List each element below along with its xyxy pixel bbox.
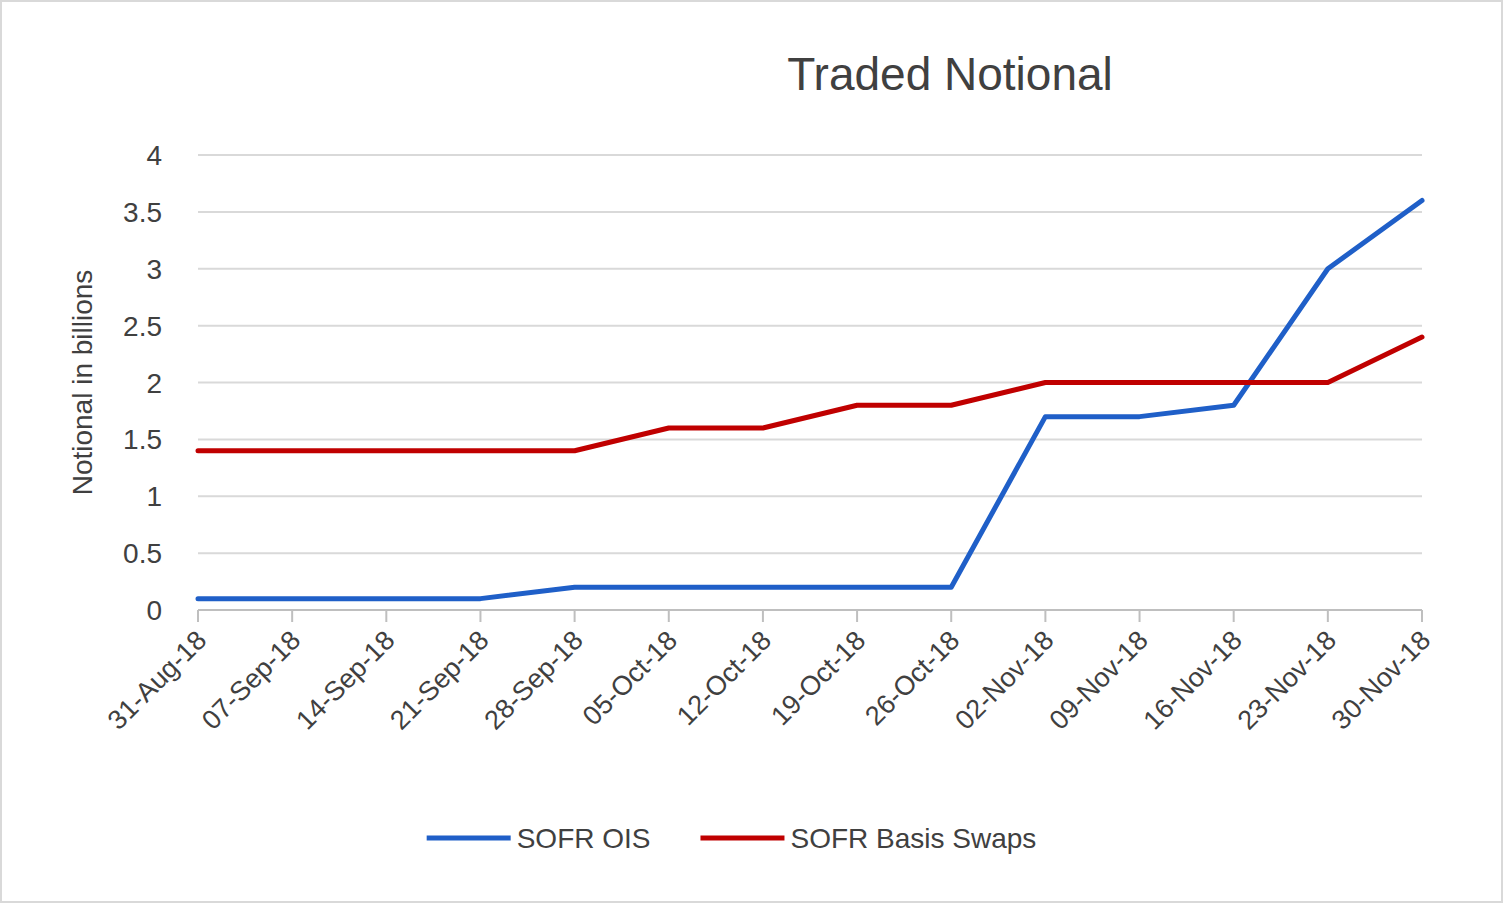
chart: Traded Notional Notional in billions 0 0.5 1… — [0, 0, 1503, 903]
x-tick-label: 14-Sep-18 — [290, 625, 400, 735]
x-tick — [479, 610, 481, 622]
y-tick-label: 1 — [146, 481, 162, 512]
grid-line — [198, 268, 1422, 270]
x-axis — [198, 609, 1422, 611]
y-tick-label: 0 — [146, 595, 162, 626]
x-tick — [574, 610, 576, 622]
grid-line — [198, 211, 1422, 213]
series-line — [198, 337, 1422, 451]
x-tick-label: 16-Nov-18 — [1138, 625, 1248, 735]
legend-swatch — [427, 836, 511, 841]
legend-label: SOFR OIS — [517, 823, 651, 854]
chart-border — [1, 1, 1502, 902]
grid-line — [198, 325, 1422, 327]
x-tick — [1327, 610, 1329, 622]
legend-label: SOFR Basis Swaps — [790, 823, 1036, 854]
x-tick — [1421, 610, 1423, 622]
x-tick-label: 31-Aug-18 — [102, 625, 212, 735]
y-tick-label: 2.5 — [123, 311, 162, 342]
grid-line — [198, 438, 1422, 440]
x-tick — [385, 610, 387, 622]
x-tick-label: 30-Nov-18 — [1326, 625, 1436, 735]
y-tick-label: 3 — [146, 254, 162, 285]
x-tick — [197, 610, 199, 622]
grid-line — [198, 495, 1422, 497]
x-tick-label: 12-Oct-18 — [671, 625, 777, 731]
x-tick-label: 21-Sep-18 — [384, 625, 494, 735]
x-tick-label: 05-Oct-18 — [577, 625, 683, 731]
grid-line — [198, 552, 1422, 554]
y-tick-label: 0.5 — [123, 538, 162, 569]
x-tick — [950, 610, 952, 622]
x-tick — [291, 610, 293, 622]
x-tick-label: 09-Nov-18 — [1043, 625, 1153, 735]
x-tick — [668, 610, 670, 622]
grid-line — [198, 154, 1422, 156]
x-tick-label: 19-Oct-18 — [765, 625, 871, 731]
legend: SOFR OIS SOFR Basis Swaps — [427, 823, 1037, 854]
x-tick-label: 02-Nov-18 — [949, 625, 1059, 735]
legend-swatch — [700, 836, 784, 841]
y-tick-label: 3.5 — [123, 197, 162, 228]
x-tick-label: 07-Sep-18 — [196, 625, 306, 735]
plot-area — [198, 201, 1422, 599]
x-tick — [856, 610, 858, 622]
y-tick-label: 2 — [146, 368, 162, 399]
series-line — [198, 201, 1422, 599]
x-tick — [1233, 610, 1235, 622]
x-tick — [1139, 610, 1141, 622]
x-tick — [762, 610, 764, 622]
x-tick-label: 23-Nov-18 — [1232, 625, 1342, 735]
x-tick — [1044, 610, 1046, 622]
x-tick-label: 28-Sep-18 — [478, 625, 588, 735]
y-tick-label: 1.5 — [123, 424, 162, 455]
y-axis-label: Notional in billions — [67, 270, 98, 496]
title: Traded Notional — [787, 48, 1113, 100]
y-tick-label: 4 — [146, 140, 162, 171]
grid-line — [198, 609, 1422, 611]
